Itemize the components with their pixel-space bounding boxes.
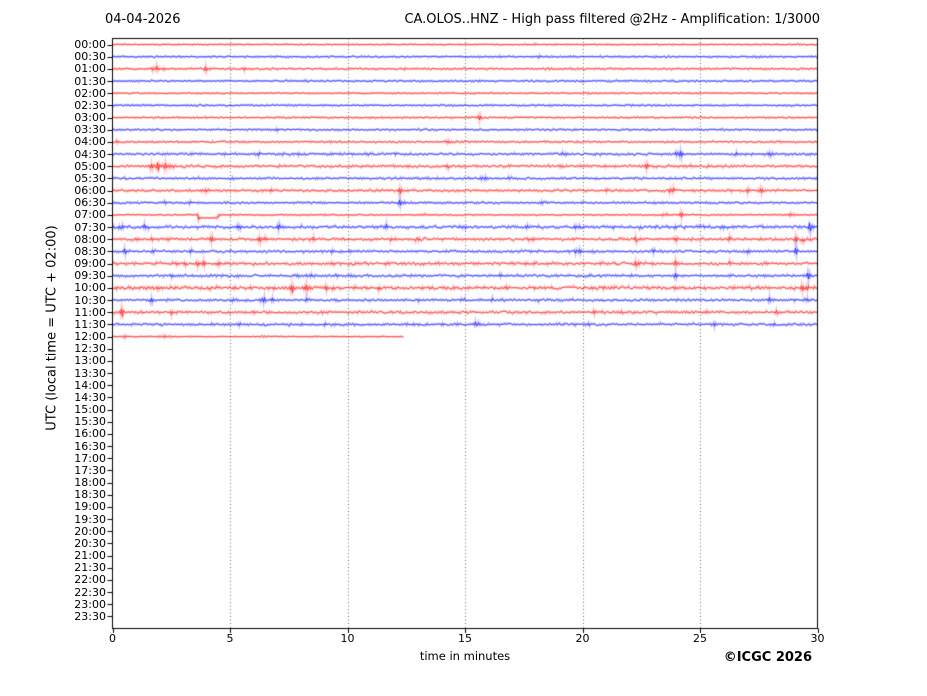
y-tick-label: 01:00 bbox=[74, 62, 106, 76]
y-tick-label: 11:30 bbox=[74, 317, 106, 331]
y-tick-label: 05:00 bbox=[74, 159, 106, 173]
y-tick-label: 13:30 bbox=[74, 366, 106, 380]
y-tick-label: 20:00 bbox=[74, 524, 106, 538]
y-tick-label: 10:00 bbox=[74, 281, 106, 295]
x-axis-title: time in minutes bbox=[419, 649, 511, 663]
y-tick-label: 15:00 bbox=[74, 403, 106, 417]
copyright-label: ©ICGC 2026 bbox=[723, 650, 812, 665]
y-tick-label: 20:30 bbox=[74, 536, 106, 550]
y-tick-label: 02:00 bbox=[74, 86, 106, 100]
y-tick-label: 11:00 bbox=[74, 305, 106, 319]
y-tick-label: 22:30 bbox=[74, 585, 106, 599]
y-tick-label: 22:00 bbox=[74, 573, 106, 587]
y-tick-label: 01:30 bbox=[74, 74, 106, 88]
y-tick-label: 16:00 bbox=[74, 427, 106, 441]
y-tick-label: 08:00 bbox=[74, 232, 106, 246]
y-tick-label: 09:00 bbox=[74, 257, 106, 271]
y-tick-label: 08:30 bbox=[74, 244, 106, 258]
y-tick-label: 04:30 bbox=[74, 147, 106, 161]
y-tick-label: 19:00 bbox=[74, 500, 106, 514]
y-tick-label: 12:00 bbox=[74, 330, 106, 344]
y-tick-label: 03:00 bbox=[74, 111, 106, 125]
x-tick-label: 0 bbox=[109, 632, 116, 645]
y-tick-label: 19:30 bbox=[74, 512, 106, 526]
y-tick-label: 16:30 bbox=[74, 439, 106, 453]
y-tick-label: 04:00 bbox=[74, 135, 106, 149]
y-tick-label: 14:30 bbox=[74, 390, 106, 404]
y-tick-label: 23:30 bbox=[74, 609, 106, 623]
y-tick-label: 02:30 bbox=[74, 98, 106, 112]
y-tick-label: 05:30 bbox=[74, 171, 106, 185]
y-tick-label: 17:30 bbox=[74, 463, 106, 477]
x-tick-label: 20 bbox=[575, 632, 590, 645]
y-tick-label: 23:00 bbox=[74, 597, 106, 611]
x-tick-label: 15 bbox=[458, 632, 472, 645]
y-tick-label: 12:30 bbox=[74, 342, 106, 356]
y-tick-label: 07:00 bbox=[74, 208, 106, 222]
y-tick-label: 10:30 bbox=[74, 293, 106, 307]
y-tick-label: 21:00 bbox=[74, 549, 106, 563]
x-tick-label: 25 bbox=[693, 632, 707, 645]
y-tick-label: 18:30 bbox=[74, 488, 106, 502]
y-tick-label: 00:30 bbox=[74, 50, 106, 64]
y-tick-label: 13:00 bbox=[74, 354, 106, 368]
x-tick-label: 5 bbox=[226, 632, 234, 645]
y-tick-label: 15:30 bbox=[74, 415, 106, 429]
y-tick-label: 17:00 bbox=[74, 451, 106, 465]
y-tick-label: 06:30 bbox=[74, 196, 106, 210]
y-tick-label: 03:30 bbox=[74, 123, 106, 137]
y-tick-label: 14:00 bbox=[74, 378, 106, 392]
y-tick-label: 07:30 bbox=[74, 220, 106, 234]
y-tick-label: 09:30 bbox=[74, 269, 106, 283]
y-tick-label: 21:30 bbox=[74, 561, 106, 575]
x-tick-label: 10 bbox=[340, 632, 355, 645]
y-tick-label: 18:00 bbox=[74, 476, 106, 490]
x-tick-label: 30 bbox=[810, 632, 825, 645]
y-tick-label: 00:00 bbox=[74, 38, 106, 51]
y-tick-label: 06:00 bbox=[74, 184, 106, 198]
